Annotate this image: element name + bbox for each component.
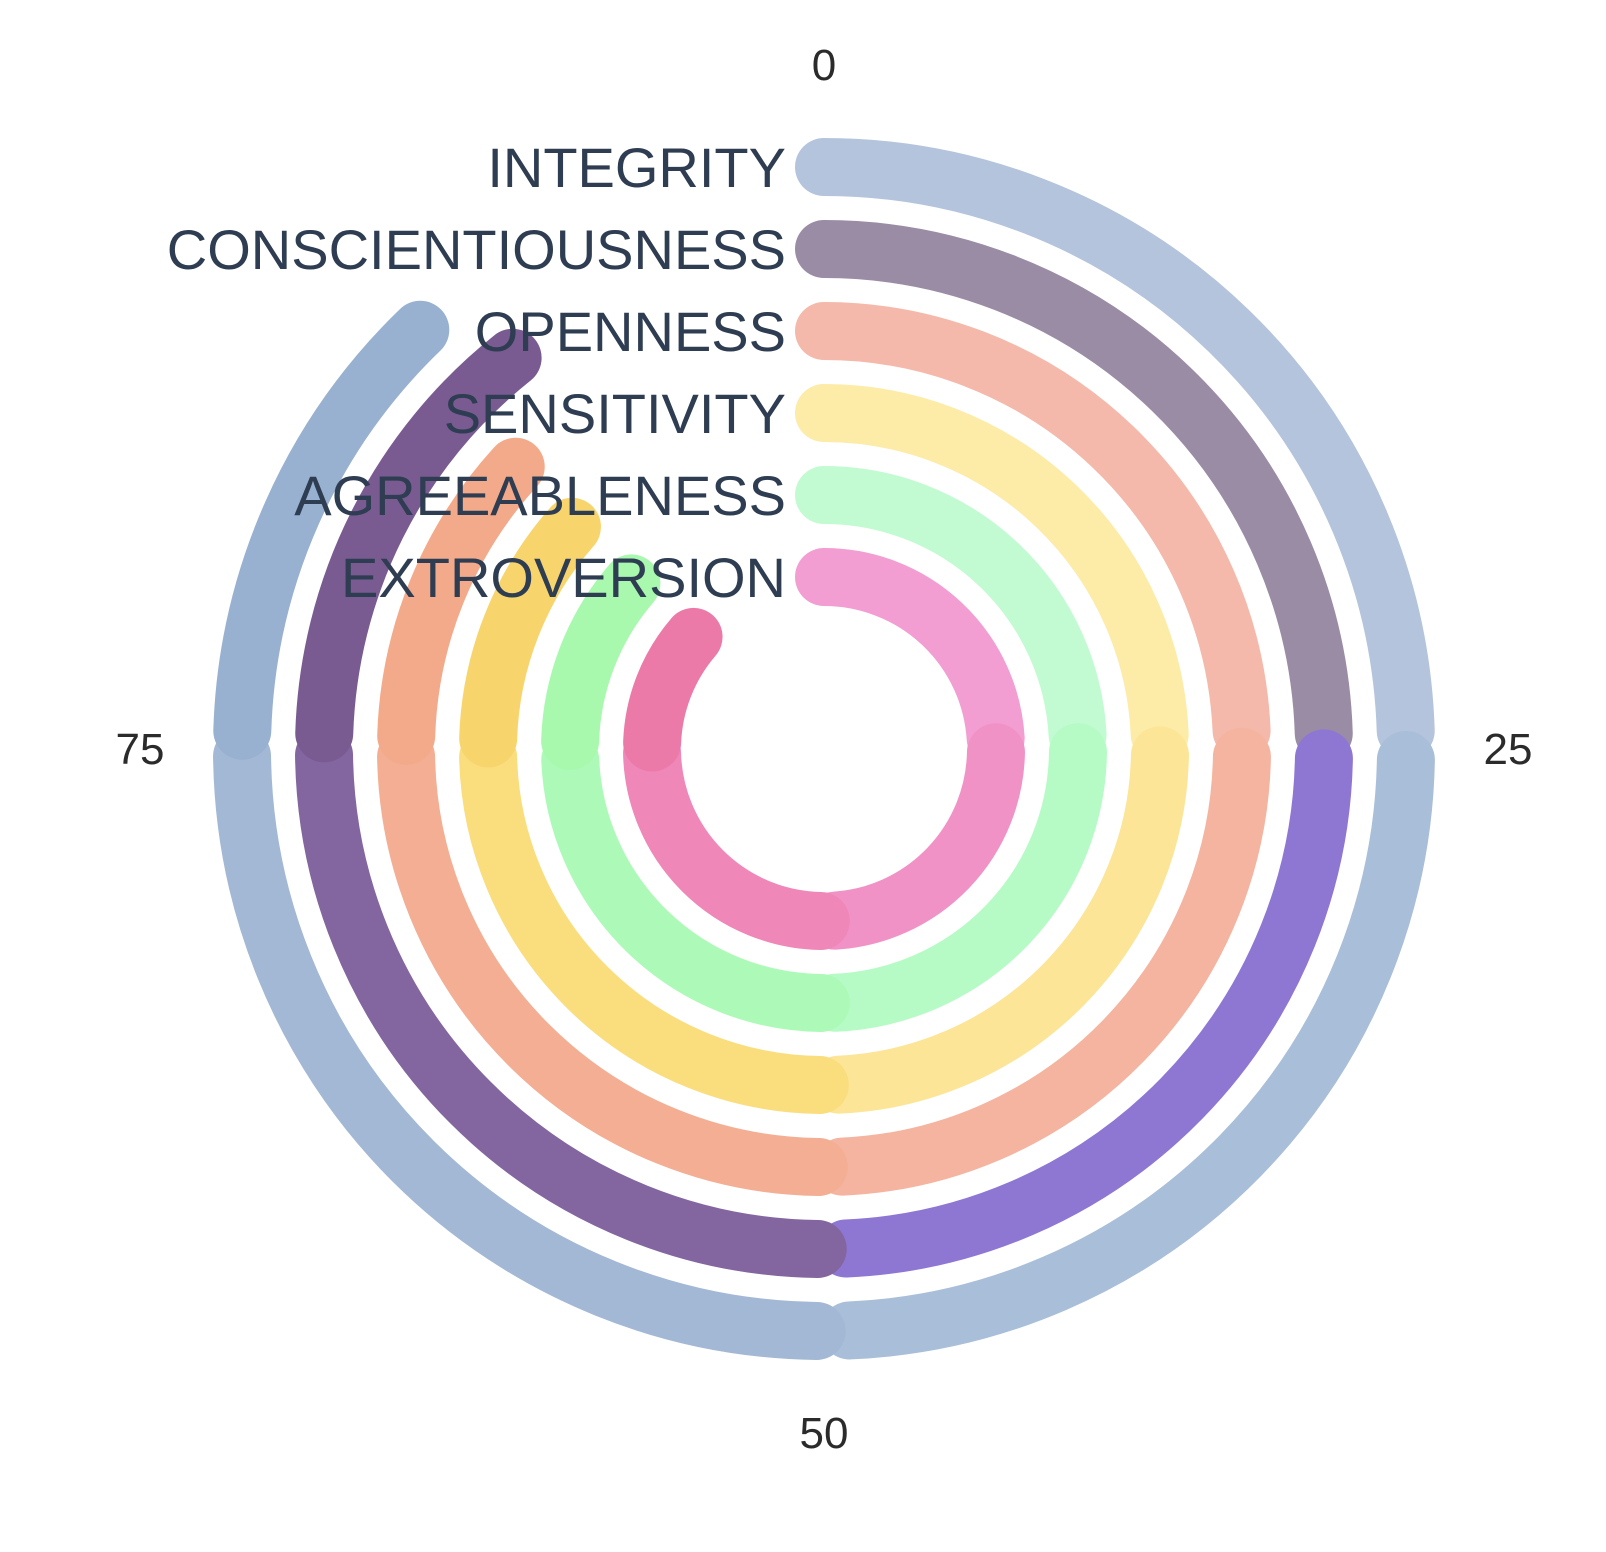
category-labels: INTEGRITY CONSCIENTIOUSNESS OPENNESS SENSIT… bbox=[167, 136, 786, 609]
ring-bars bbox=[213, 138, 1435, 1360]
bar-openness-segment-4 bbox=[377, 437, 545, 765]
bar-integrity-segment-2 bbox=[820, 730, 1435, 1360]
category-label-extroversion: EXTROVERSION bbox=[341, 546, 786, 609]
bar-extroversion-segment-4 bbox=[623, 607, 723, 772]
bar-openness-segment-2 bbox=[813, 727, 1271, 1196]
bar-openness-segment-1 bbox=[795, 302, 1271, 760]
bar-sensitivity-segment-3 bbox=[459, 728, 849, 1114]
bar-conscientiousness-segment-3 bbox=[295, 726, 847, 1278]
bar-conscientiousness-segment-4 bbox=[295, 328, 542, 763]
bar-openness-segment-3 bbox=[377, 727, 848, 1196]
category-label-sensitivity: SENSITIVITY bbox=[444, 382, 786, 445]
category-label-agreeableness: AGREEABLENESS bbox=[294, 464, 786, 527]
bar-extroversion-segment-1 bbox=[795, 548, 1025, 768]
bar-agreeableness-segment-4 bbox=[541, 554, 661, 771]
bar-extroversion-segment-2 bbox=[805, 723, 1025, 950]
category-label-conscientiousness: CONSCIENTIOUSNESS bbox=[167, 218, 786, 281]
tick-label-0: 0 bbox=[812, 41, 836, 90]
bar-sensitivity-segment-2 bbox=[809, 726, 1189, 1114]
bar-agreeableness-segment-1 bbox=[795, 466, 1107, 764]
bar-integrity-segment-1 bbox=[795, 138, 1435, 760]
tick-label-75: 75 bbox=[116, 725, 165, 774]
category-label-openness: OPENNESS bbox=[475, 300, 786, 363]
angular-tick-labels: 0 25 50 75 bbox=[116, 41, 1533, 1458]
tick-label-25: 25 bbox=[1484, 725, 1533, 774]
bar-conscientiousness-segment-2 bbox=[816, 729, 1353, 1278]
category-label-integrity: INTEGRITY bbox=[487, 136, 786, 199]
tick-label-50: 50 bbox=[800, 1409, 849, 1458]
bar-sensitivity-segment-1 bbox=[795, 384, 1189, 764]
bar-sensitivity-segment-4 bbox=[459, 497, 601, 768]
bar-integrity-segment-4 bbox=[213, 300, 450, 760]
bar-integrity-segment-3 bbox=[213, 727, 846, 1360]
bar-agreeableness-segment-3 bbox=[541, 731, 850, 1032]
bar-agreeableness-segment-2 bbox=[806, 723, 1107, 1032]
bar-extroversion-segment-3 bbox=[623, 724, 850, 950]
bar-conscientiousness-segment-1 bbox=[795, 220, 1353, 763]
